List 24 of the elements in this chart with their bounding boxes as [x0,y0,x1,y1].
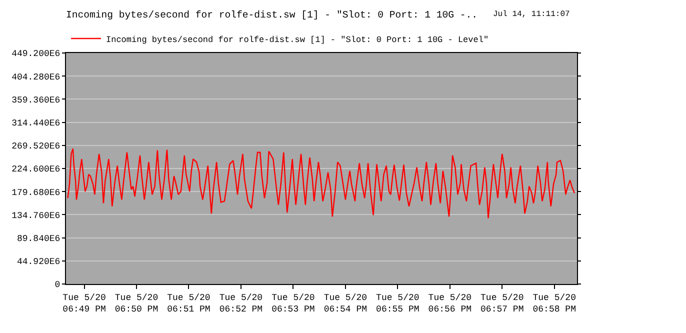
y-tick-label: 404.280E6 [12,72,60,82]
chart-title: Incoming bytes/second for rolfe-dist.sw [1] - "Slot: 0 Port: 1 10G -.. [66,9,478,20]
y-tick-label: 134.760E6 [12,210,60,221]
x-tick-label: Tue 5/20 06:52 PM [219,292,263,314]
y-tick-label: 89.840E6 [16,234,60,244]
y-tick-label: 179.680E6 [12,188,60,198]
y-tick-label: 269.520E6 [12,142,60,152]
x-tick-label: Tue 5/20 06:58 PM [532,292,576,314]
x-tick-label: Tue 5/20 06:56 PM [428,292,472,314]
x-tick-label: Tue 5/20 06:51 PM [167,292,210,314]
x-tick-label: Tue 5/20 06:53 PM [272,292,315,314]
y-tick-label: 224.600E6 [12,164,60,175]
x-tick-label: Tue 5/20 06:49 PM [62,292,106,314]
text: Jul 14, 11:11:07 [493,10,570,19]
y-tick-label: 449.200E6 [12,49,60,60]
y-tick-label: 44.920E6 [16,257,60,268]
y-tick-label: 0 [54,280,60,290]
legend-label: Incoming bytes/second for rolfe-dist.sw [1] - "Slot: 0 Port: 1 10G - Level" [106,34,489,45]
x-tick-label: Tue 5/20 06:55 PM [376,292,420,314]
y-tick-label: 314.440E6 [12,118,60,128]
y-tick-label: 359.360E6 [12,95,60,106]
x-tick-label: Tue 5/20 06:54 PM [324,292,368,314]
x-tick-label: Tue 5/20 06:50 PM [114,292,158,314]
x-tick-label: Tue 5/20 06:57 PM [480,292,524,314]
